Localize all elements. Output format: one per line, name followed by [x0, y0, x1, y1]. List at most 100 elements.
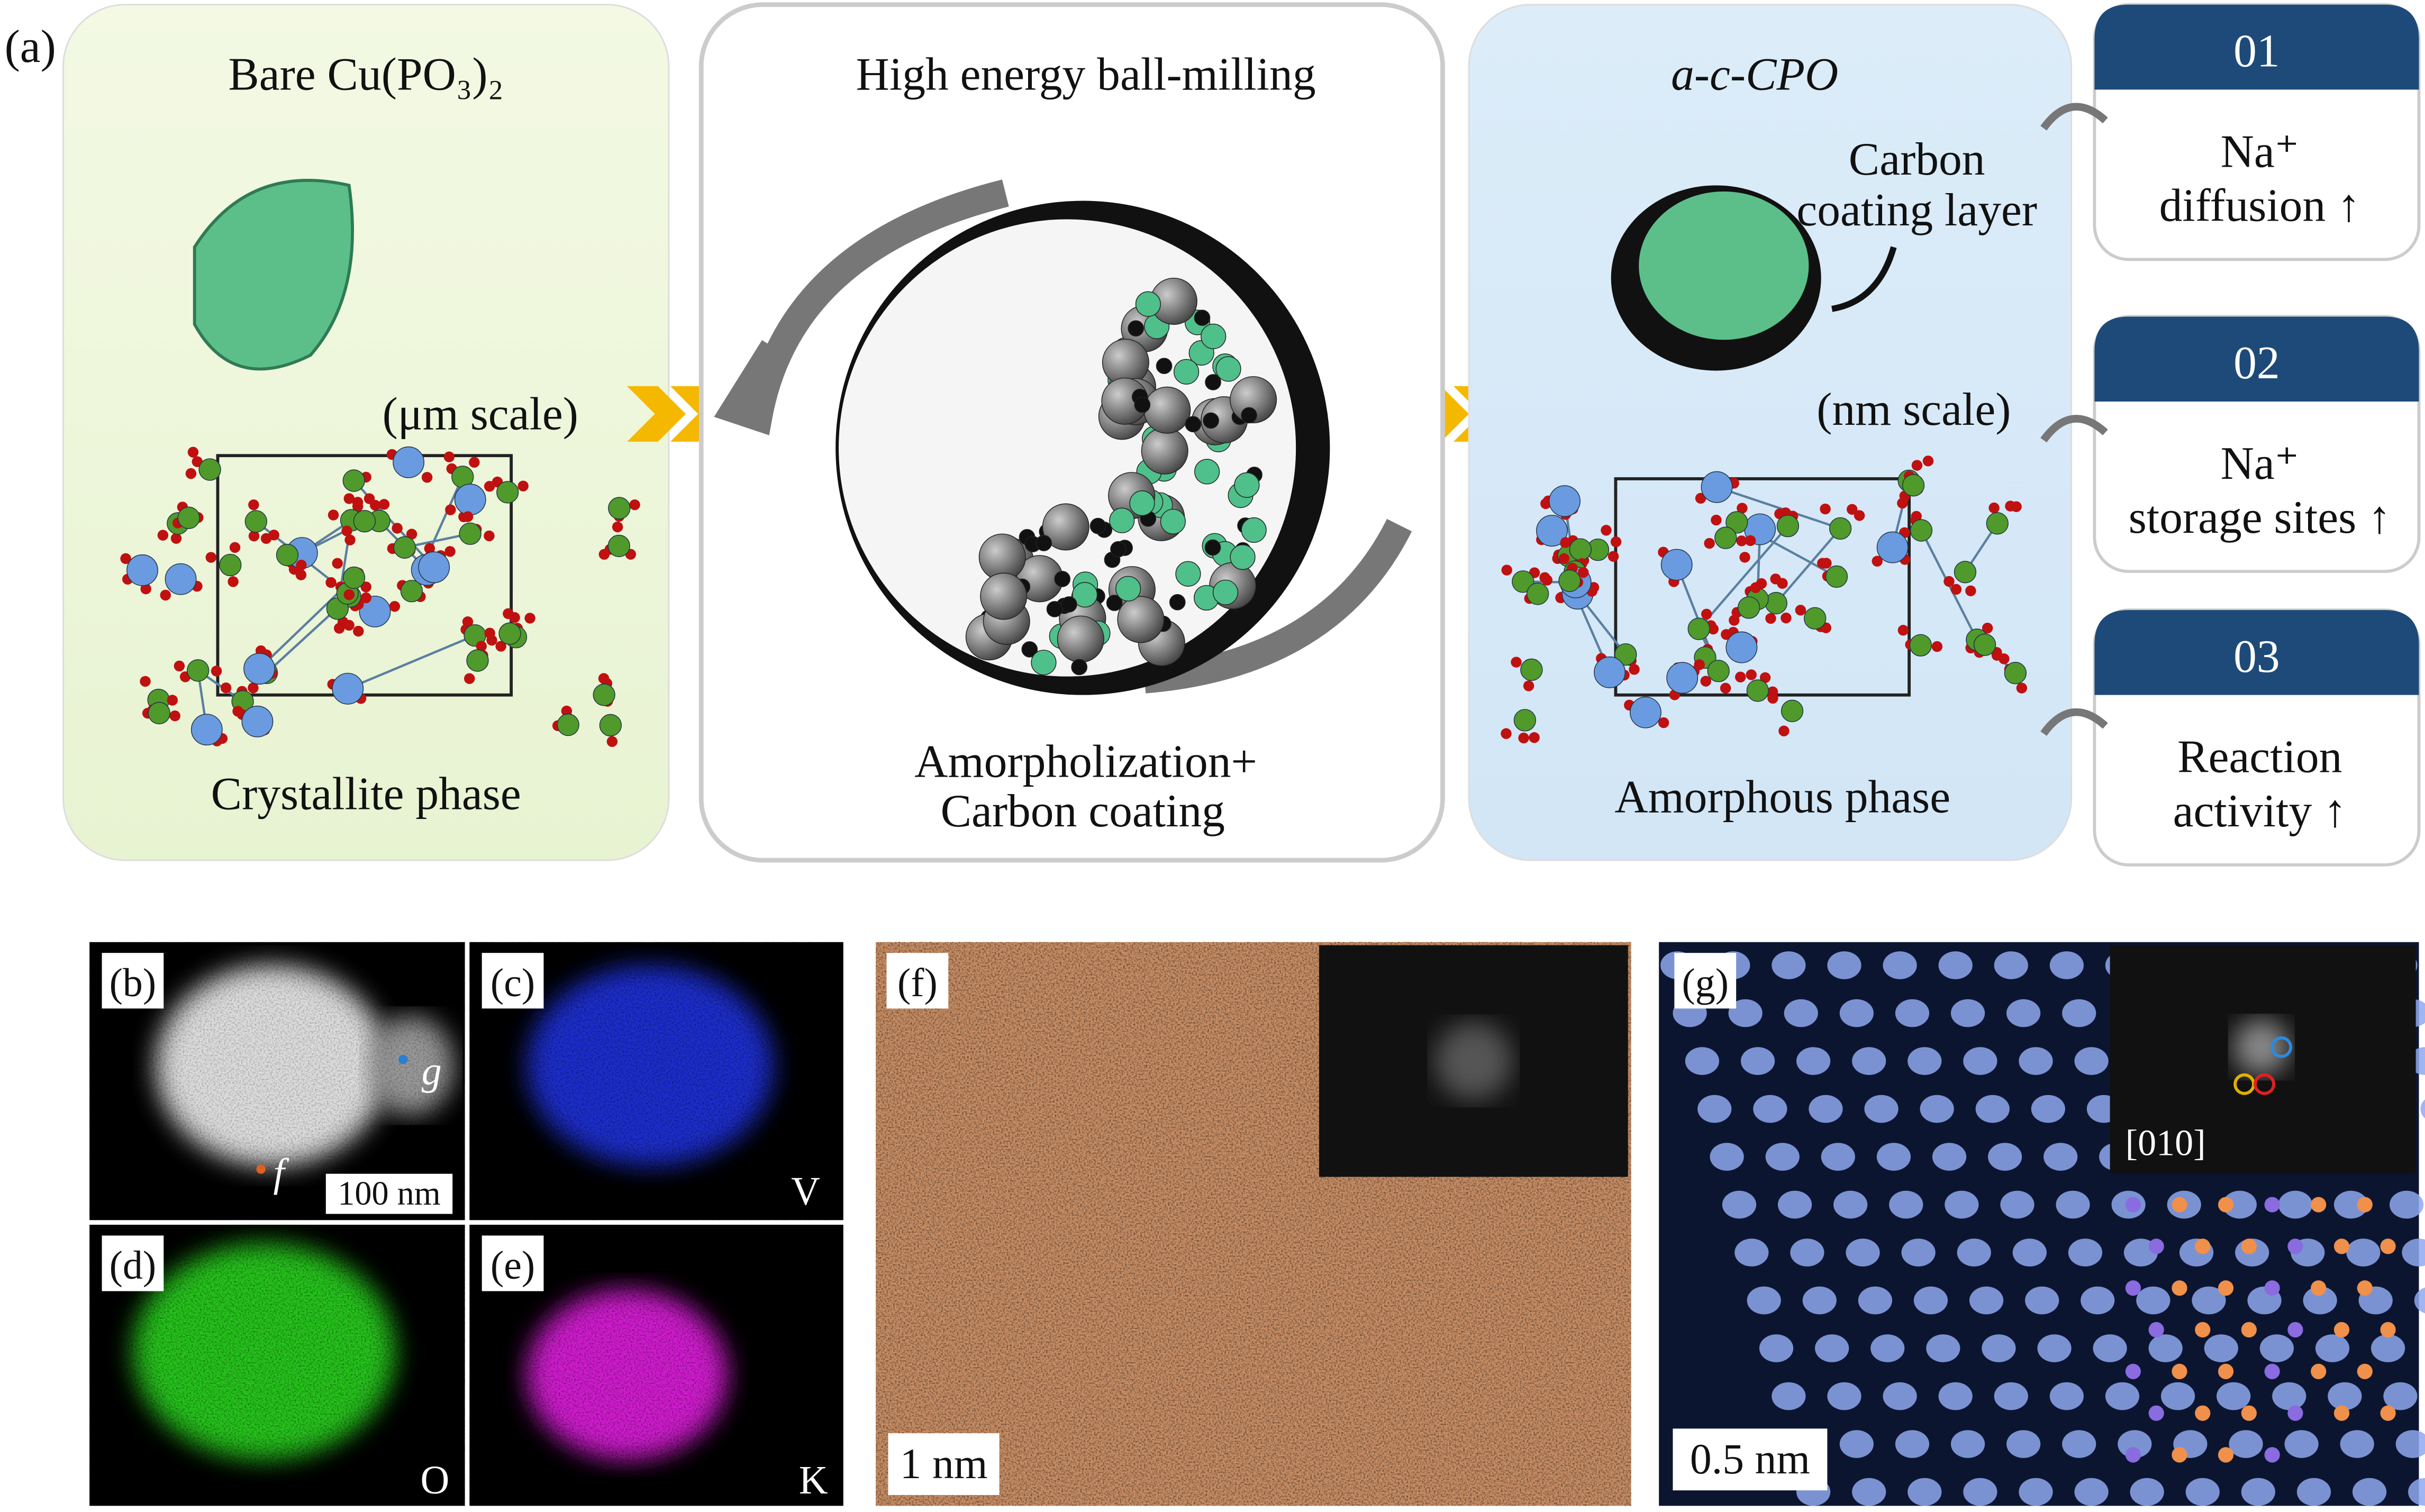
atom-column: [2414, 1287, 2425, 1314]
ball: [1115, 576, 1141, 602]
atom: [211, 666, 222, 677]
label-box: [102, 1235, 164, 1291]
ball: [1071, 659, 1088, 676]
atom: [229, 542, 241, 553]
ball: [1128, 320, 1145, 337]
panel-label: (g): [1682, 961, 1729, 1005]
panel-label: (d): [110, 1243, 157, 1288]
atom-column: [2192, 1286, 2226, 1315]
atom-column: [2303, 1286, 2337, 1315]
atom: [1765, 591, 1787, 615]
atom-column: [1839, 999, 1874, 1027]
benefit-header: [2094, 610, 2419, 695]
atom: [1911, 460, 1923, 471]
atom: [1770, 573, 1781, 585]
ball: [1173, 359, 1200, 385]
annotation: Carbon: [1849, 133, 1985, 185]
atom: [476, 641, 487, 652]
atom: [1725, 631, 1758, 663]
atom-column: [1685, 1047, 1720, 1075]
atom: [1910, 519, 1933, 542]
model-atom: [2357, 1363, 2373, 1379]
atom-column: [2278, 1190, 2313, 1219]
atom: [1660, 549, 1693, 581]
atom: [360, 592, 371, 604]
atom-column: [1839, 1430, 1874, 1458]
atom: [1529, 732, 1540, 743]
atom: [1594, 656, 1626, 688]
model-atom: [2311, 1363, 2327, 1379]
phase-text: Crystallite phase: [211, 768, 521, 819]
scale-bar-label: 0.5 nm: [1690, 1435, 1810, 1483]
annotation: coating layer: [1796, 184, 2037, 235]
atom-column: [1821, 1143, 1855, 1171]
crystal-structure: [1501, 456, 2028, 744]
atom: [364, 493, 375, 504]
atom-column: [2068, 1238, 2103, 1267]
model-atom: [2333, 1322, 2350, 1338]
micrograph-f: 1 nm: [876, 942, 1631, 1506]
atom-column: [2346, 1238, 2381, 1267]
atom-column: [2025, 1286, 2059, 1315]
atom: [400, 580, 423, 603]
atom: [606, 736, 618, 747]
benefit-text: activity ↑: [2173, 785, 2347, 836]
ball: [1141, 427, 1188, 475]
model-atom: [2241, 1238, 2257, 1254]
atom: [462, 616, 474, 627]
model-atom: [2380, 1238, 2396, 1254]
atom: [484, 627, 495, 639]
atom: [1704, 538, 1715, 549]
atom-column: [2315, 1334, 2350, 1362]
atom: [1778, 725, 1790, 736]
model-atom: [2333, 1238, 2350, 1254]
bond: [347, 634, 476, 690]
atom: [1527, 582, 1549, 605]
atom-column: [1802, 1286, 1837, 1315]
model-atom: [2357, 1197, 2373, 1213]
atom: [593, 684, 615, 706]
ball: [1204, 539, 1221, 556]
atom: [1549, 485, 1581, 517]
atom: [1795, 605, 1806, 616]
atom: [205, 552, 216, 563]
ball: [1021, 641, 1038, 658]
atom: [1707, 660, 1730, 682]
atom: [1630, 696, 1661, 728]
atom-column: [2390, 1190, 2424, 1219]
atom: [169, 710, 180, 722]
micrograph-e: K: [469, 1225, 843, 1506]
atom: [186, 659, 210, 682]
atom: [1560, 537, 1571, 548]
atom: [1695, 493, 1706, 504]
ball: [1241, 517, 1267, 543]
atom: [469, 457, 480, 468]
atom: [120, 553, 131, 564]
atom-column: [1697, 1095, 1732, 1123]
atom-column: [2062, 999, 2096, 1027]
model-atom: [2125, 1280, 2141, 1296]
atom-column: [2229, 1430, 2263, 1458]
atom: [389, 600, 401, 612]
ball: [1241, 407, 1257, 424]
ball: [1160, 508, 1186, 534]
atom-column: [2062, 1430, 2096, 1458]
atom: [1687, 617, 1710, 640]
atom-column: [2074, 1478, 2109, 1506]
atom: [418, 551, 450, 584]
atom: [1511, 657, 1522, 668]
atom: [393, 446, 425, 478]
atom: [220, 682, 232, 694]
atom: [177, 506, 200, 529]
model-atom: [2125, 1447, 2141, 1463]
atom: [332, 672, 364, 705]
atom: [1765, 613, 1776, 624]
benefit-number: 01: [2233, 25, 2280, 77]
ball: [1156, 358, 1173, 375]
panel-label: (c): [491, 961, 535, 1005]
ball: [1194, 309, 1211, 326]
atom: [157, 530, 169, 541]
benefit-text: Na⁺: [2221, 438, 2299, 489]
atom-column: [2340, 1430, 2374, 1458]
